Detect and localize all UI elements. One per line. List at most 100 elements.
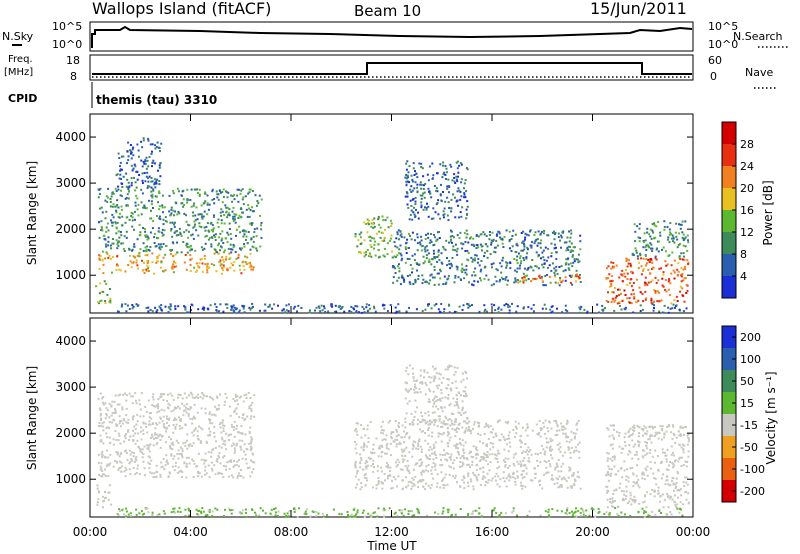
velocity-cell — [185, 465, 188, 468]
velocity-cell — [366, 424, 369, 427]
velocity-cell — [222, 456, 225, 459]
velocity-cell — [688, 438, 690, 441]
freq-tick-bottom: 8 — [70, 70, 77, 83]
power-cell — [373, 305, 375, 308]
velocity-cell — [672, 482, 675, 485]
power-cell — [429, 192, 431, 195]
velocity-cell — [98, 491, 101, 494]
velocity-cell — [404, 455, 407, 457]
velocity-cell — [497, 452, 500, 455]
power-cell — [613, 300, 616, 303]
power-cell — [158, 192, 161, 195]
velocity-cell — [419, 369, 422, 372]
velocity-cell — [125, 468, 128, 471]
power-cell — [658, 300, 661, 303]
velocity-cell — [512, 462, 515, 465]
velocity-cell — [166, 417, 169, 420]
velocity-cell — [609, 457, 612, 460]
power-cell — [241, 247, 244, 250]
power-cell — [195, 206, 198, 209]
velocity-cell — [418, 438, 421, 441]
velocity-cell — [638, 486, 641, 489]
power-cell — [631, 272, 634, 275]
velocity-cell — [520, 474, 523, 476]
velocity-cell — [191, 396, 194, 399]
power-cell — [409, 283, 412, 285]
velocity-cell — [456, 366, 459, 369]
power-cell — [127, 155, 130, 158]
velocity-cell — [603, 513, 606, 516]
velocity-cell — [387, 421, 390, 424]
power-cell — [398, 310, 401, 313]
velocity-cell — [135, 455, 138, 458]
power-cell — [119, 194, 122, 197]
power-cell — [245, 238, 247, 241]
power-cell — [640, 257, 643, 260]
power-cell — [426, 202, 428, 205]
velocity-cell — [384, 438, 387, 441]
power-cell — [99, 187, 102, 190]
power-cell — [125, 216, 128, 219]
velocity-cell — [185, 411, 188, 414]
velocity-cell — [429, 422, 432, 425]
velocity-cell — [459, 485, 462, 488]
power-cell — [495, 239, 498, 242]
velocity-cell — [162, 457, 165, 460]
velocity-cell — [171, 441, 174, 444]
velocity-cell — [206, 395, 208, 398]
power-cell — [292, 307, 295, 310]
power-cell — [210, 229, 213, 232]
power-cell — [117, 206, 120, 209]
velocity-cell — [687, 450, 690, 453]
velocity-cell — [238, 472, 240, 475]
velocity-cell — [670, 453, 673, 456]
velocity-cell — [250, 438, 253, 441]
power-cell — [334, 304, 337, 307]
velocity-cell — [248, 466, 251, 469]
power-cell — [410, 205, 413, 207]
power-cell — [207, 229, 210, 232]
velocity-cell — [517, 422, 520, 425]
velocity-cell — [483, 456, 486, 459]
power-cell — [433, 304, 436, 307]
velocity-cell — [132, 429, 135, 432]
velocity-cell — [145, 410, 148, 413]
power-cell — [629, 264, 632, 267]
power-cell — [557, 232, 560, 235]
velocity-cell — [461, 400, 464, 403]
power-cell — [155, 261, 158, 264]
velocity-cell — [410, 481, 413, 484]
velocity-cell — [356, 472, 358, 475]
velocity-cell — [208, 476, 211, 479]
velocity-cell — [627, 453, 630, 456]
power-cell — [127, 197, 130, 200]
power-cell — [140, 201, 143, 204]
power-cell — [168, 210, 171, 213]
power-cell — [414, 215, 417, 218]
power-cell — [169, 214, 172, 217]
velocity-cell — [363, 443, 366, 446]
power-cell — [105, 282, 108, 285]
velocity-cell — [191, 393, 194, 396]
velocity-cell — [673, 460, 676, 463]
velocity-cell — [233, 420, 236, 423]
velocity-cell — [392, 431, 395, 434]
velocity-cell — [124, 475, 127, 478]
velocity-cell — [372, 512, 375, 515]
power-cell — [456, 253, 459, 256]
velocity-cell — [233, 451, 236, 454]
power-cell — [198, 213, 201, 216]
power-cell — [200, 258, 203, 261]
velocity-cell — [513, 453, 516, 456]
velocity-cell — [359, 453, 362, 456]
velocity-cell — [452, 397, 455, 400]
velocity-cell — [676, 470, 679, 473]
velocity-cell — [511, 511, 514, 514]
power-cell — [630, 265, 633, 268]
power-cell — [190, 188, 193, 191]
velocity-cell — [249, 445, 252, 448]
power-cell — [250, 222, 253, 225]
power-cell — [435, 189, 438, 192]
power-cell — [494, 251, 497, 254]
power-cell — [407, 232, 410, 235]
